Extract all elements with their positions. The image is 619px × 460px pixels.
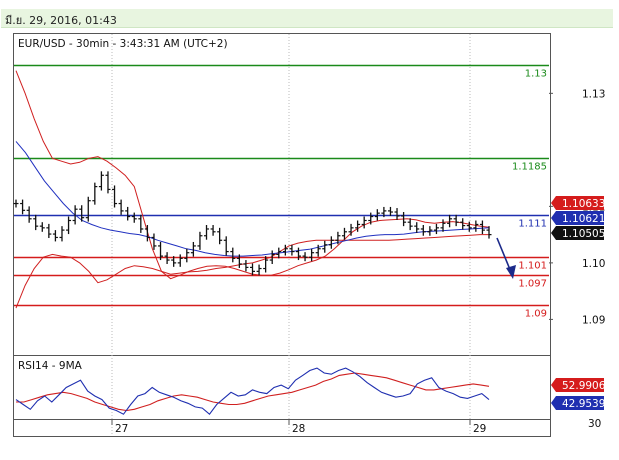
price-tag-label: 1.10633 [562,198,605,210]
moving-average-line [15,141,490,257]
level-label: 1.111 [518,219,547,230]
price-tag-label: 1.10505 [562,228,605,240]
x-tick-label: 29 [473,423,486,435]
rsi-title: RSI14 - 9MA [18,360,83,372]
price-tag-label: 1.10621 [562,213,605,225]
y-tick-label: 1.10 [582,258,605,270]
level-label: 1.13 [525,69,547,80]
rsi-tag [551,396,604,410]
rsi-tag [551,378,604,392]
top-bar: มี.ย. 29, 2016, 01:43 [0,0,619,29]
level-label: 1.09 [525,309,547,320]
price-tag [551,211,604,225]
x-tick-label: 27 [115,423,128,435]
chart-title: EUR/USD - 30min - 3:43:31 AM (UTC+2) [18,38,228,50]
date-bar: มี.ย. 29, 2016, 01:43 [1,9,613,28]
rsi-panel-frame [13,355,551,420]
bollinger-lower-line [15,234,489,309]
rsi-tag-label: 42.9539 [562,398,605,410]
x-tick-label: 28 [292,423,305,435]
rsi-line [15,367,490,415]
rsi-tag-label: 52.9906 [562,380,606,392]
level-label: 1.101 [518,261,547,272]
rsi-ma-line [16,372,490,412]
x-axis-frame [13,419,551,437]
rsi-y-tick-label: 30 [588,418,601,430]
y-tick-label: 1.13 [582,88,605,100]
price-panel-frame [13,33,551,356]
level-label: 1.1185 [512,162,547,173]
y-tick-label: 1.09 [582,314,605,326]
projection-arrow [496,237,516,279]
level-label: 1.097 [518,279,547,290]
price-tag [551,196,604,210]
price-tag [551,226,604,240]
datetime-label: มี.ย. 29, 2016, 01:43 [5,14,117,27]
